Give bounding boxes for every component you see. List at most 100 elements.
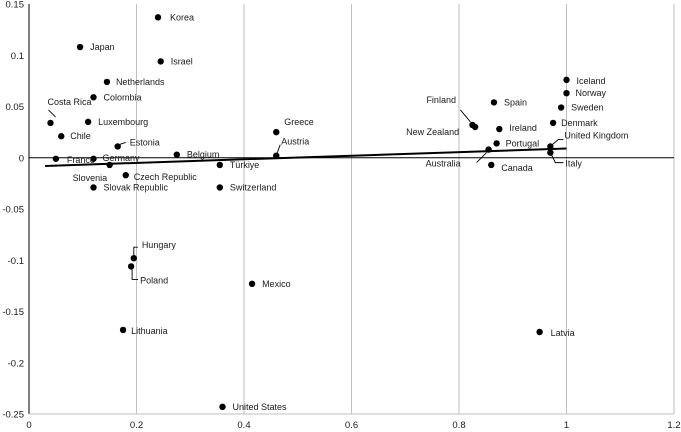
y-tick-label: -0.05	[2, 205, 24, 216]
point-poland	[127, 263, 135, 270]
point-costa-rica	[47, 119, 54, 127]
point-norway	[563, 89, 570, 97]
point-greece	[273, 128, 280, 136]
point-israel	[157, 58, 164, 65]
y-tick-label: -0.2	[8, 358, 24, 369]
label-leaders	[48, 109, 564, 280]
point-sweden	[557, 104, 565, 111]
point-belgium	[173, 151, 181, 158]
y-tick-label: -0.25	[2, 410, 24, 421]
label-australia: Australia	[426, 159, 461, 169]
point-slovenia	[106, 161, 113, 169]
axes	[29, 157, 674, 415]
point-new-zealand	[471, 123, 479, 131]
point-united-kingdom	[547, 143, 554, 150]
leader-hungary	[133, 246, 138, 258]
point-austria	[273, 152, 280, 159]
point-turkiye	[216, 161, 224, 169]
leader-austria	[276, 144, 281, 153]
x-tick-label: 0.6	[345, 420, 358, 431]
point-korea	[154, 14, 162, 21]
y-tick-label: 0.05	[6, 102, 25, 113]
point-denmark	[549, 119, 557, 127]
data-points	[47, 14, 570, 411]
point-chile	[58, 133, 65, 140]
label-chile: Chile	[70, 131, 91, 141]
point-netherlands	[103, 78, 111, 86]
y-tick-label: -0.15	[2, 307, 24, 318]
point-czech-republic	[122, 171, 129, 179]
y-tick-label: 0.15	[6, 0, 25, 11]
label-turkiye: Türkiye	[230, 160, 260, 170]
point-slovak-republic	[90, 184, 97, 191]
x-tick-label: 0	[26, 420, 31, 431]
label-costa-rica: Costa Rica	[48, 97, 92, 107]
label-hungary: Hungary	[142, 240, 177, 250]
point-ireland	[496, 125, 503, 133]
point-lithuania	[119, 326, 127, 334]
label-norway: Norway	[576, 88, 607, 98]
label-korea: Korea	[170, 12, 194, 22]
label-israel: Israel	[171, 56, 193, 66]
label-canada: Canada	[501, 163, 533, 173]
label-japan: Japan	[90, 42, 115, 52]
trendline	[45, 147, 567, 167]
leader-finland	[460, 109, 471, 123]
point-estonia	[114, 143, 121, 150]
label-france: France	[67, 155, 95, 165]
label-netherlands: Netherlands	[116, 77, 165, 87]
x-tick-label: 0.4	[237, 420, 250, 431]
leader-italy	[550, 154, 564, 164]
y-tick-label: 0.1	[11, 51, 24, 62]
leader-united-kingdom	[552, 139, 564, 145]
leader-poland	[131, 268, 139, 280]
data-labels: Korea Japan Israel Netherlands Colombia Costa…	[48, 12, 629, 412]
trendline-layer	[45, 147, 567, 167]
x-tick-label: 0.2	[130, 420, 143, 431]
leader-estonia	[119, 142, 126, 145]
x-tick-label: 1	[564, 420, 569, 431]
label-united-kingdom: United Kingdom	[564, 130, 628, 140]
point-italy	[547, 149, 554, 156]
leader-australia	[476, 152, 487, 163]
point-colombia	[90, 94, 97, 101]
label-mexico: Mexico	[262, 279, 291, 289]
label-latvia: Latvia	[551, 328, 575, 338]
label-belgium: Belgium	[187, 150, 220, 160]
point-japan	[76, 43, 84, 51]
label-ireland: Ireland	[509, 123, 537, 133]
label-portugal: Portugal	[506, 138, 540, 148]
point-iceland	[563, 76, 570, 84]
point-switzerland	[216, 184, 224, 191]
label-italy: Italy	[565, 159, 582, 169]
x-tick-label: 0.8	[452, 420, 465, 431]
label-estonia: Estonia	[130, 137, 160, 147]
label-denmark: Denmark	[561, 118, 598, 128]
leader-costa-rica	[48, 109, 56, 118]
label-greece: Greece	[284, 117, 314, 127]
label-iceland: Iceland	[577, 76, 606, 86]
label-lithuania: Lithuania	[131, 326, 168, 336]
point-united-states	[219, 403, 226, 411]
label-slovenia: Slovenia	[73, 173, 108, 183]
label-new-zealand: New Zealand	[406, 127, 459, 137]
label-slovak-republic: Slovak Republic	[104, 182, 169, 192]
x-tick-label: 1.2	[667, 420, 680, 431]
label-sweden: Sweden	[571, 103, 604, 113]
label-austria: Austria	[281, 137, 309, 147]
y-tick-label: -0.1	[8, 256, 24, 267]
label-colombia: Colombia	[104, 92, 142, 102]
label-spain: Spain	[504, 97, 527, 107]
point-australia	[485, 146, 492, 153]
label-finland: Finland	[426, 95, 456, 105]
y-tick-label: 0	[19, 153, 24, 164]
point-mexico	[248, 280, 256, 288]
point-portugal	[493, 140, 500, 147]
label-poland: Poland	[140, 275, 168, 285]
point-france	[52, 155, 60, 162]
point-hungary	[130, 255, 138, 262]
gridlines	[28, 4, 675, 414]
point-germany	[90, 155, 97, 162]
